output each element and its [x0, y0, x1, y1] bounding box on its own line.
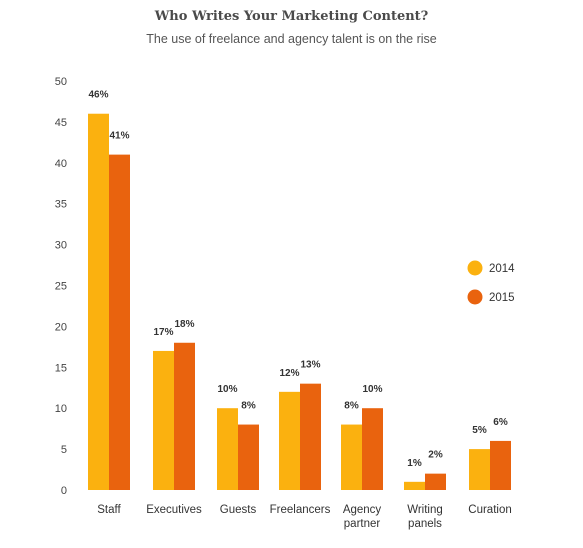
chart-subtitle: The use of freelance and agency talent i…	[146, 32, 437, 46]
x-tick-label: Guests	[220, 504, 257, 516]
bar-2014	[341, 424, 362, 490]
data-label: 17%	[153, 327, 173, 338]
x-tick-label: Writing	[407, 504, 443, 516]
x-tick-label: Executives	[146, 504, 202, 516]
x-tick-label: Freelancers	[270, 504, 331, 516]
data-label: 18%	[174, 319, 194, 330]
y-tick-label: 25	[55, 281, 67, 293]
y-tick-label: 30	[55, 240, 67, 252]
y-tick-label: 5	[61, 444, 67, 456]
y-tick-label: 45	[55, 117, 67, 129]
bar-2014	[217, 408, 238, 490]
x-tick-label: partner	[344, 518, 381, 530]
legend-label: 2015	[489, 292, 515, 304]
legend-swatch-2014	[467, 260, 483, 276]
data-label: 13%	[300, 360, 320, 371]
bar-2014	[88, 113, 109, 490]
data-label: 8%	[344, 401, 359, 412]
bar-2015	[238, 424, 259, 490]
x-tick-label: Curation	[468, 504, 511, 516]
data-label: 2%	[428, 450, 443, 461]
bar-2014	[153, 350, 174, 490]
y-tick-label: 15	[55, 362, 67, 374]
data-label: 5%	[472, 425, 487, 436]
data-label: 46%	[88, 90, 108, 101]
data-label: 8%	[241, 401, 256, 412]
x-tick-label: Staff	[97, 504, 121, 516]
legend-label: 2014	[489, 263, 515, 275]
bar-2015	[362, 408, 383, 490]
bar-2015	[300, 383, 321, 490]
data-label: 41%	[109, 131, 129, 142]
bar-2015	[109, 154, 130, 490]
bar-2015	[425, 473, 446, 490]
bar-2014	[279, 391, 300, 490]
bar-2014	[469, 449, 490, 490]
y-tick-label: 20	[55, 321, 67, 333]
y-tick-label: 50	[55, 76, 67, 88]
x-tick-label: panels	[408, 518, 442, 530]
data-label: 12%	[279, 368, 299, 379]
data-label: 6%	[493, 417, 508, 428]
x-tick-label: Agency	[343, 504, 382, 516]
bar-2015	[174, 342, 195, 490]
data-label: 1%	[407, 458, 422, 469]
chart-title: Who Writes Your Marketing Content?	[154, 9, 429, 24]
bar-2015	[490, 440, 511, 490]
y-tick-label: 0	[61, 485, 67, 497]
y-tick-label: 35	[55, 199, 67, 211]
legend-swatch-2015	[467, 289, 483, 305]
data-label: 10%	[217, 384, 237, 395]
data-label: 10%	[362, 384, 382, 395]
y-tick-label: 10	[55, 403, 67, 415]
y-tick-label: 40	[55, 158, 67, 170]
bar-2014	[404, 481, 425, 490]
